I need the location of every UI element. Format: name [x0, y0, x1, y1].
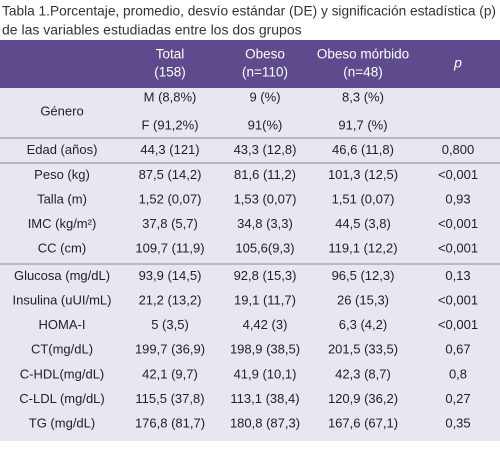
cell: 6,3 (4,2): [339, 317, 387, 332]
table-background: [0, 40, 500, 441]
cell: 180,8 (87,3): [230, 416, 300, 431]
cell: 96,5 (12,3): [332, 268, 395, 283]
cell: 44,5 (3,8): [335, 216, 391, 231]
cell: 19,1 (11,7): [234, 293, 296, 308]
cell: 0,8: [449, 366, 467, 381]
table-header-background: [0, 40, 500, 88]
cell: 37,8 (5,7): [142, 216, 198, 231]
cell: 46,6 (11,8): [332, 142, 394, 157]
row-label: C-LDL (mg/dL): [19, 391, 104, 406]
cell: 109,7 (11,9): [135, 241, 204, 256]
cell: 115,5 (37,8): [135, 391, 204, 406]
cell: <0,001: [438, 241, 478, 256]
cell: 0,27: [445, 391, 470, 406]
cell: 0,35: [445, 416, 470, 431]
cell: <0,001: [438, 317, 478, 332]
column-header: p: [453, 55, 462, 71]
cell: 42,3 (8,7): [335, 366, 391, 381]
row-label: Peso (kg): [34, 167, 90, 182]
cell: 34,8 (3,3): [237, 216, 293, 231]
column-header: (n=48): [343, 65, 382, 80]
cell: 201,5 (33,5): [328, 342, 398, 357]
cell: <0,001: [438, 216, 478, 231]
row-label: Edad (años): [27, 142, 98, 157]
row-label: Género: [40, 103, 83, 118]
cell: 5 (3,5): [151, 317, 189, 332]
cell: 105,6(9,3): [235, 241, 294, 256]
cell: 176,8 (81,7): [135, 416, 205, 431]
cell: 119,1 (12,2): [328, 241, 397, 256]
cell: 0,93: [445, 192, 470, 207]
column-header: Total: [156, 47, 185, 62]
cell: 87,5 (14,2): [139, 167, 202, 182]
row-label: HOMA-I: [39, 317, 86, 332]
cell: 44,3 (121): [140, 142, 199, 157]
cell: 113,1 (38,4): [230, 391, 299, 406]
cell: 92,8 (15,3): [234, 268, 297, 283]
cell: 8,3 (%): [342, 89, 384, 104]
cell: 198,9 (38,5): [230, 342, 300, 357]
column-header: Obeso mórbido: [317, 47, 409, 62]
cell: 4,42 (3): [243, 317, 288, 332]
cell: 0,67: [445, 342, 470, 357]
row-label: Talla (m): [37, 192, 87, 207]
cell: 0,13: [445, 268, 470, 283]
cell: 9 (%): [249, 89, 280, 104]
cell: 1,51 (0,07): [332, 192, 395, 207]
cell: 101,3 (12,5): [328, 167, 398, 182]
row-label: IMC (kg/m²): [28, 216, 97, 231]
cell: 41,9 (10,1): [234, 366, 297, 381]
cell: 120,9 (36,2): [328, 391, 398, 406]
row-label: Insulina (uUI/mL): [13, 293, 112, 308]
column-header: Obeso: [245, 47, 285, 62]
cell: 42,1 (9,7): [142, 366, 198, 381]
row-label: TG (mg/dL): [29, 416, 95, 431]
cell: 26 (15,3): [337, 293, 389, 308]
cell: 1,52 (0,07): [139, 192, 202, 207]
cell: 1,53 (0,07): [234, 192, 297, 207]
cell: 199,7 (36,9): [135, 342, 205, 357]
cell: 167,6 (67,1): [328, 416, 398, 431]
column-header: (n=110): [242, 65, 288, 80]
column-header: (158): [154, 65, 186, 80]
cell: F (91,2%): [141, 117, 198, 132]
cell: 93,9 (14,5): [139, 268, 202, 283]
title: de las variables estudiadas entre los do…: [2, 22, 302, 38]
cell: 91,7 (%): [338, 117, 387, 132]
row-label: C-HDL(mg/dL): [20, 366, 105, 381]
cell: 43,3 (12,8): [234, 142, 297, 157]
title: Tabla 1.Porcentaje, promedio, desvío est…: [2, 3, 496, 19]
cell: 81,6 (11,2): [234, 167, 296, 182]
row-label: Glucosa (mg/dL): [14, 268, 110, 283]
cell: 0,800: [442, 142, 475, 157]
cell: 21,2 (13,2): [139, 293, 202, 308]
cell: 91(%): [248, 117, 283, 132]
cell: <0,001: [438, 293, 478, 308]
row-label: CC (cm): [38, 241, 86, 256]
cell: <0,001: [438, 167, 478, 182]
cell: M (8,8%): [144, 89, 197, 104]
row-label: CT(mg/dL): [31, 342, 93, 357]
